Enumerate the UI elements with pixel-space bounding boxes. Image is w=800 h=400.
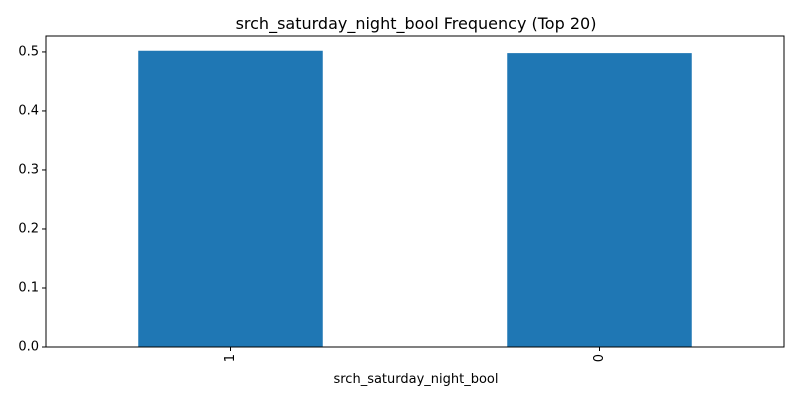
x-axis-label: srch_saturday_night_bool [333,372,498,387]
y-tick-label: 0.5 [18,44,39,59]
y-tick-label: 0.1 [18,280,39,295]
y-axis: 0.0 0.1 0.2 0.3 0.4 0.5 [18,44,46,355]
x-tick-label: 1 [223,354,238,362]
chart-title: srch_saturday_night_bool Frequency (Top … [236,14,597,34]
plot-area [138,50,692,347]
axes-frame [45,35,785,348]
bar-0 [507,53,692,347]
x-tick-label: 0 [592,354,607,362]
y-tick-label: 0.2 [18,221,39,236]
y-tick-label: 0.3 [18,162,39,177]
bar-1 [138,50,323,347]
y-tick-label: 0.0 [18,340,39,355]
y-tick-label: 0.4 [18,103,39,118]
